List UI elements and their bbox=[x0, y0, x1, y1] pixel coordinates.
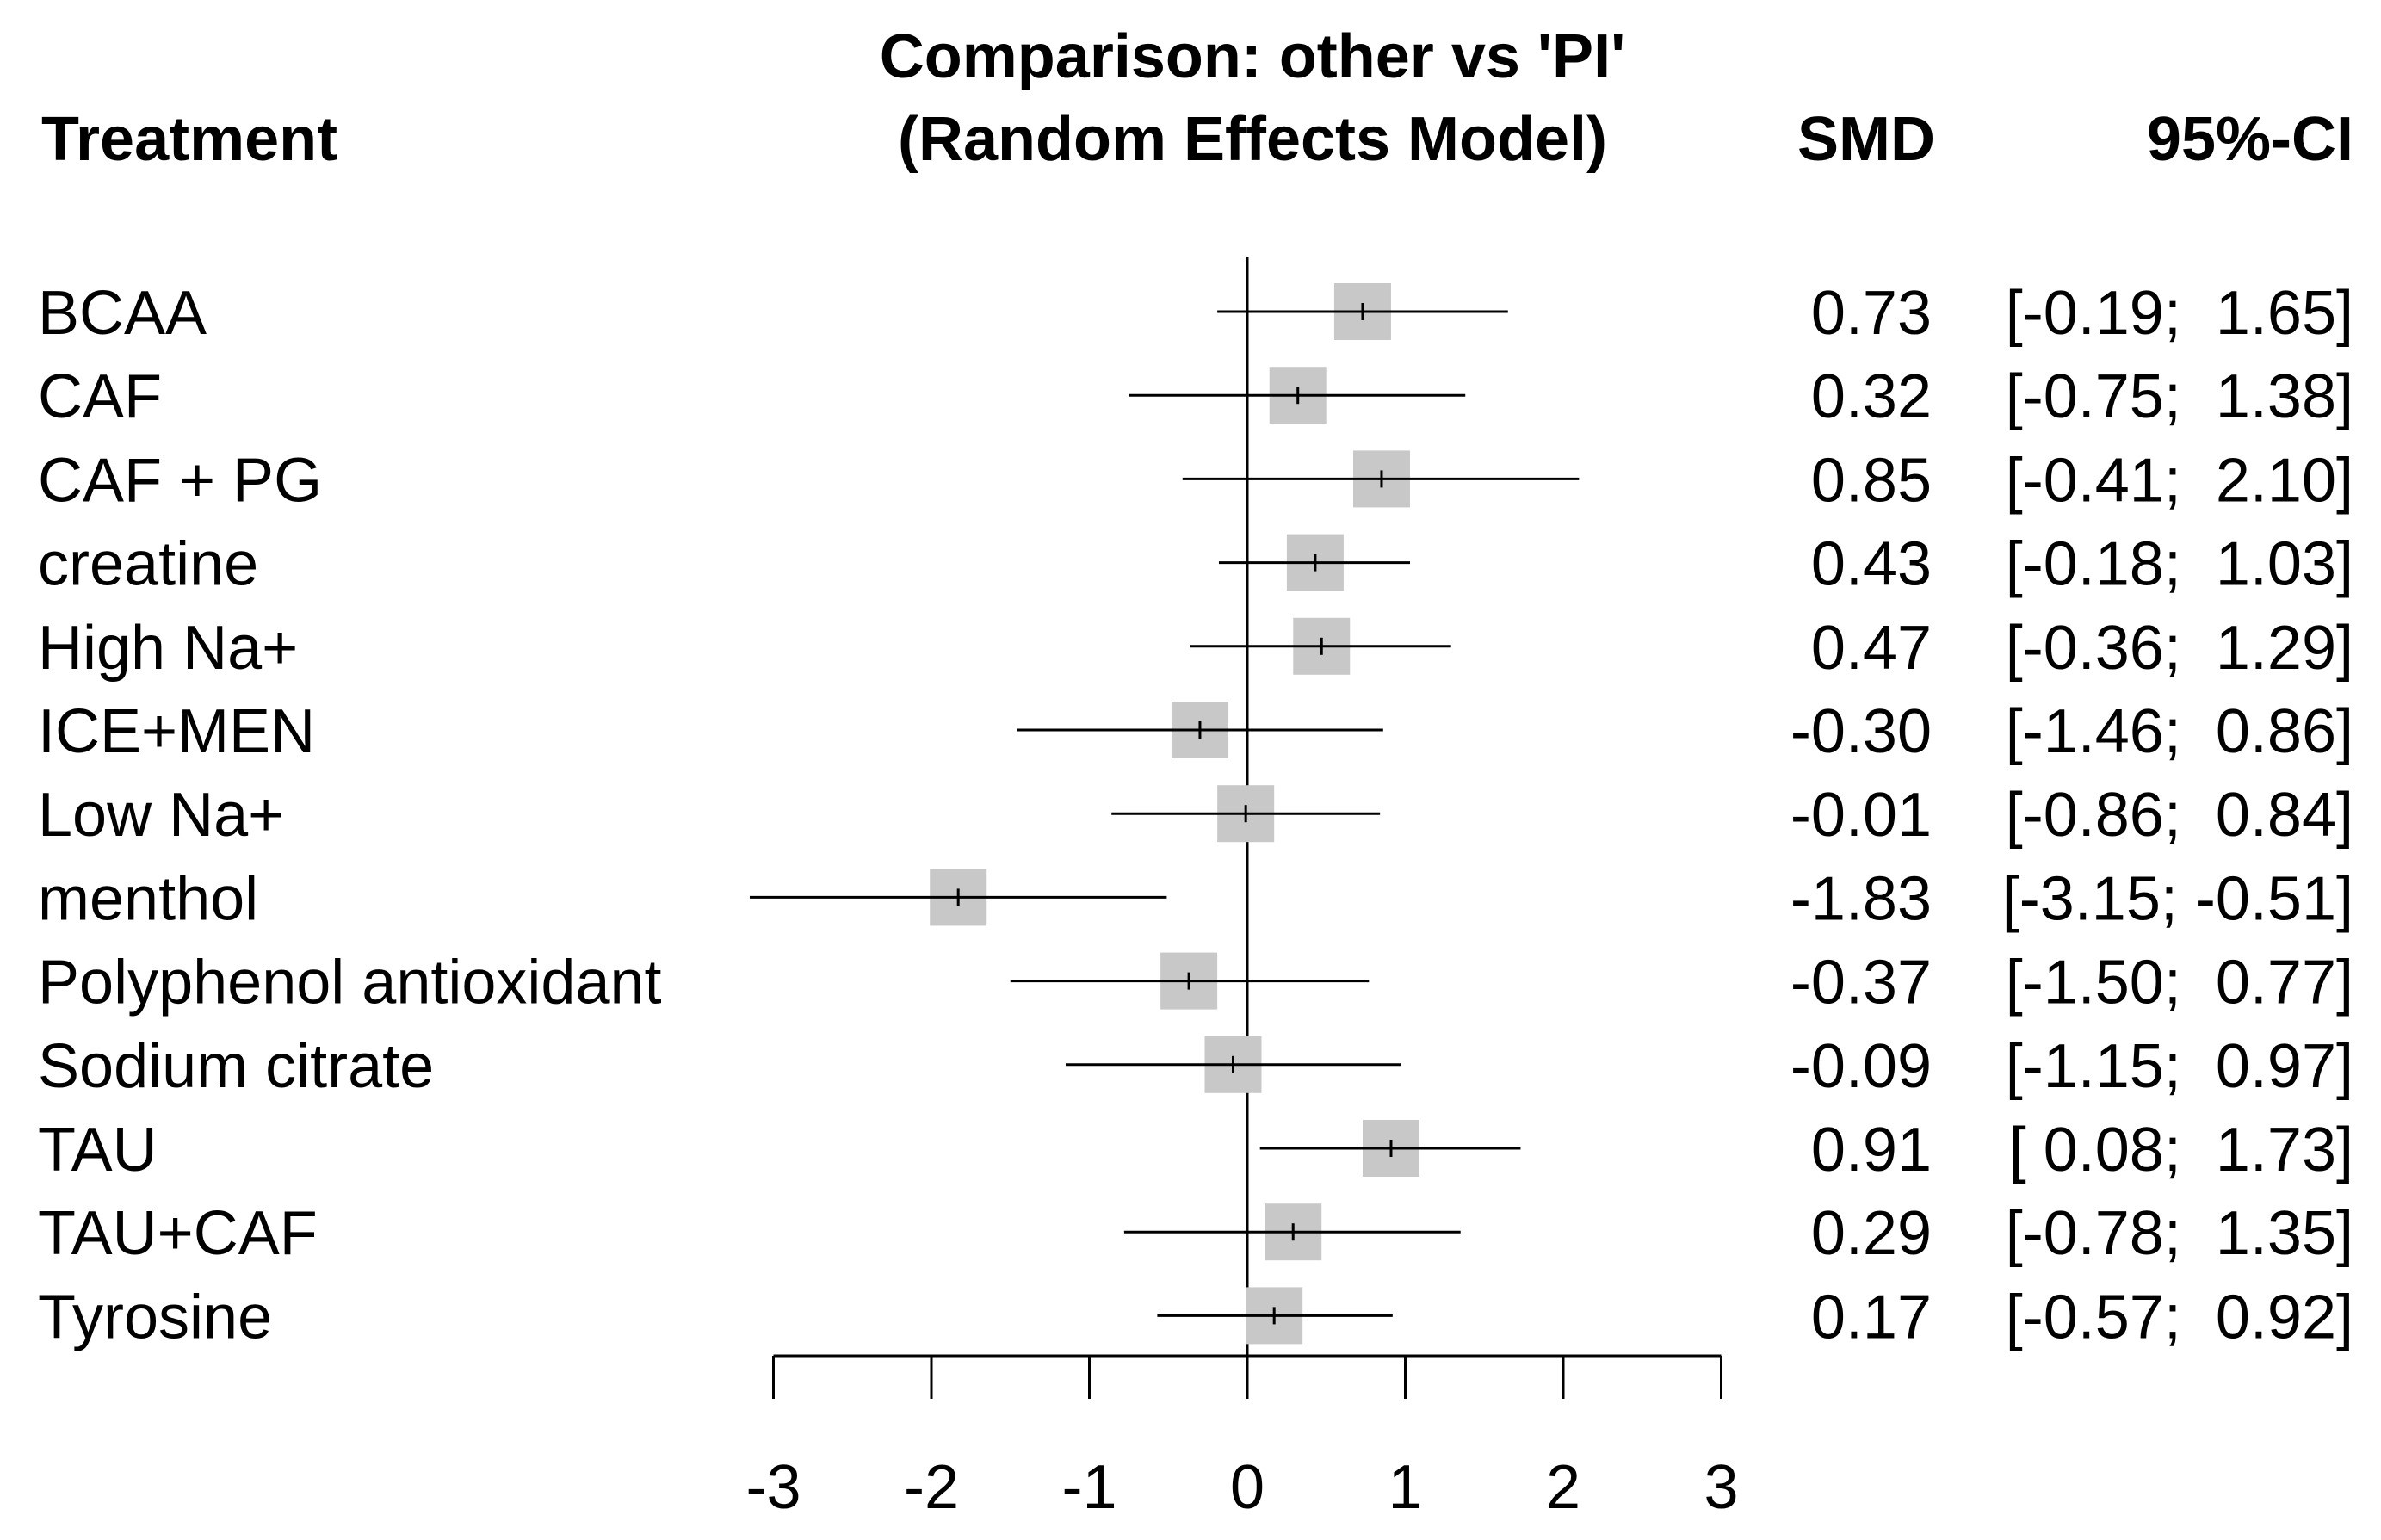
forest-rows: BCAA 0.73 [-0.19; 1.65] CAF 0.32 [-0.75; 1.38… bbox=[38, 279, 2353, 1351]
forest-row: BCAA 0.73 [-0.19; 1.65] bbox=[38, 279, 2353, 348]
treatment-label: ICE+MEN bbox=[38, 697, 315, 766]
forest-row: creatine 0.43 [-0.18; 1.03] bbox=[38, 530, 2353, 599]
ci-value: [-1.46; 0.86] bbox=[2006, 697, 2353, 766]
forest-row: Polyphenol antioxidant -0.37 [-1.50; 0.77] bbox=[38, 949, 2353, 1017]
smd-value: 0.43 bbox=[1811, 530, 1932, 599]
ci-value: [-0.78; 1.35] bbox=[2006, 1199, 2353, 1268]
ci-value: [-0.41; 2.10] bbox=[2006, 446, 2353, 515]
forest-row: ICE+MEN -0.30 [-1.46; 0.86] bbox=[38, 697, 2353, 766]
x-axis-tick-label: 1 bbox=[1388, 1453, 1422, 1522]
smd-value: -1.83 bbox=[1790, 864, 1932, 933]
ci-value: [-0.57; 0.92] bbox=[2006, 1283, 2353, 1351]
x-axis-tick-label: -3 bbox=[745, 1453, 801, 1522]
forest-row: TAU 0.91 [ 0.08; 1.73] bbox=[38, 1116, 2353, 1184]
x-axis-tick-label: -1 bbox=[1061, 1453, 1116, 1522]
ci-value: [-0.75; 1.38] bbox=[2006, 362, 2353, 431]
ci-column-header: 95%-CI bbox=[2147, 105, 2353, 174]
treatment-label: High Na+ bbox=[38, 614, 298, 683]
ci-value: [-1.50; 0.77] bbox=[2006, 949, 2353, 1017]
chart-title-line-1: Comparison: other vs 'PI' bbox=[880, 22, 1625, 91]
ci-value: [-0.18; 1.03] bbox=[2006, 530, 2353, 599]
smd-value: 0.29 bbox=[1811, 1199, 1932, 1268]
ci-value: [-0.36; 1.29] bbox=[2006, 614, 2353, 683]
smd-value: -0.09 bbox=[1790, 1032, 1932, 1101]
smd-value: 0.32 bbox=[1811, 362, 1932, 431]
ci-value: [-0.19; 1.65] bbox=[2006, 279, 2353, 348]
forest-row: Tyrosine 0.17 [-0.57; 0.92] bbox=[38, 1283, 2353, 1351]
chart-title-line-2: (Random Effects Model) bbox=[898, 105, 1607, 174]
ci-value: [ 0.08; 1.73] bbox=[2009, 1116, 2353, 1184]
x-axis-tick-label: 0 bbox=[1230, 1453, 1265, 1522]
x-axis: -3 -2 -1 0 1 2 3 bbox=[745, 1354, 1739, 1522]
treatment-label: CAF + PG bbox=[38, 446, 322, 515]
smd-value: -0.37 bbox=[1790, 949, 1932, 1017]
treatment-label: Polyphenol antioxidant bbox=[38, 949, 662, 1017]
smd-value: 0.91 bbox=[1811, 1116, 1932, 1184]
forest-row: High Na+ 0.47 [-0.36; 1.29] bbox=[38, 614, 2353, 683]
forest-row: CAF + PG 0.85 [-0.41; 2.10] bbox=[38, 446, 2353, 515]
ci-value: [-0.86; 0.84] bbox=[2006, 781, 2353, 850]
smd-value: 0.85 bbox=[1811, 446, 1932, 515]
forest-row: menthol -1.83 [-3.15; -0.51] bbox=[38, 864, 2353, 933]
treatment-label: Low Na+ bbox=[38, 781, 284, 850]
treatment-label: BCAA bbox=[38, 279, 207, 348]
x-axis-tick-label: 2 bbox=[1546, 1453, 1580, 1522]
smd-value: 0.73 bbox=[1811, 279, 1932, 348]
ci-value: [-3.15; -0.51] bbox=[2002, 864, 2353, 933]
smd-column-header: SMD bbox=[1797, 105, 1935, 174]
smd-value: 0.47 bbox=[1811, 614, 1932, 683]
smd-value: -0.30 bbox=[1790, 697, 1932, 766]
treatment-label: TAU bbox=[38, 1116, 158, 1184]
treatment-column-header: Treatment bbox=[41, 105, 337, 174]
treatment-label: Sodium citrate bbox=[38, 1032, 434, 1101]
treatment-label: menthol bbox=[38, 864, 258, 933]
treatment-label: CAF bbox=[38, 362, 162, 431]
treatment-label: TAU+CAF bbox=[38, 1199, 318, 1268]
smd-value: -0.01 bbox=[1790, 781, 1932, 850]
smd-value: 0.17 bbox=[1811, 1283, 1932, 1351]
treatment-label: creatine bbox=[38, 530, 258, 599]
forest-row: Sodium citrate -0.09 [-1.15; 0.97] bbox=[38, 1032, 2353, 1101]
x-axis-tick-label: 3 bbox=[1704, 1453, 1738, 1522]
forest-row: Low Na+ -0.01 [-0.86; 0.84] bbox=[38, 781, 2353, 850]
ci-value: [-1.15; 0.97] bbox=[2006, 1032, 2353, 1101]
x-axis-tick-label: -2 bbox=[904, 1453, 959, 1522]
treatment-label: Tyrosine bbox=[38, 1283, 272, 1351]
forest-row: CAF 0.32 [-0.75; 1.38] bbox=[38, 362, 2353, 431]
forest-row: TAU+CAF 0.29 [-0.78; 1.35] bbox=[38, 1199, 2353, 1268]
